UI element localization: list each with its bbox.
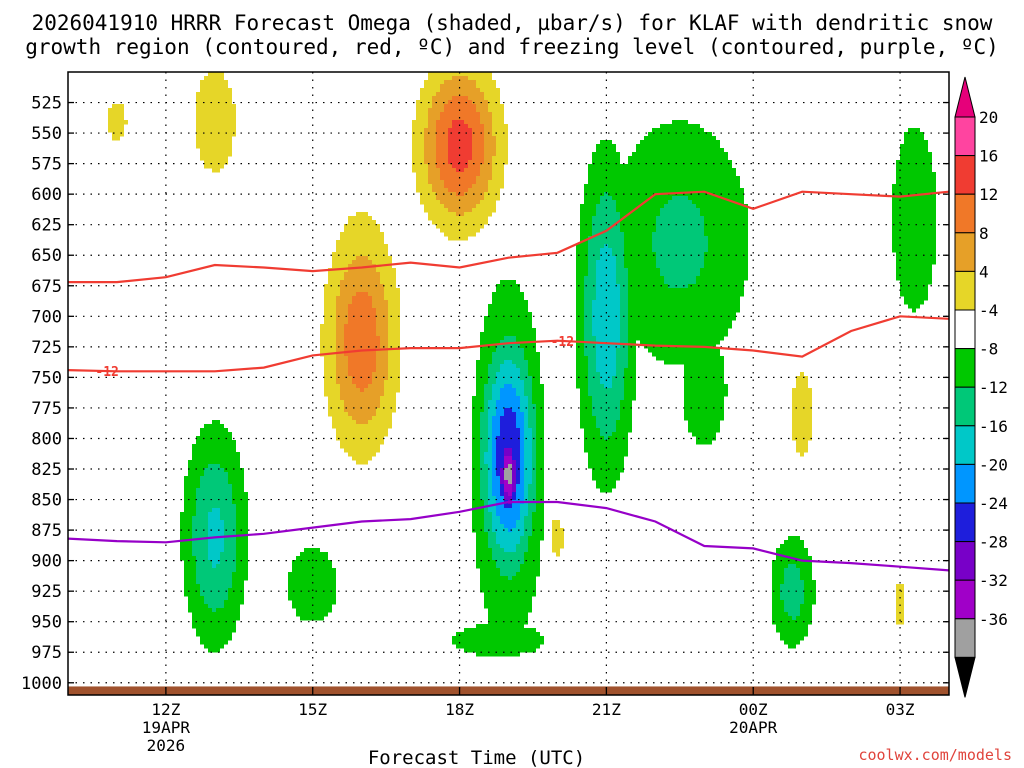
x-tick-label-00Z: 00Z <box>739 700 768 719</box>
chart-title-line-1: 2026041910 HRRR Forecast Omega (shaded, … <box>31 11 993 35</box>
x-tick-label-12Z: 12Z <box>151 700 180 719</box>
contour-line-2 <box>68 500 949 572</box>
colorbar-bin-2 <box>954 193 976 234</box>
plot-frame <box>67 71 950 696</box>
omega-shading <box>108 72 936 657</box>
colorbar-label-9: -20 <box>979 455 1008 474</box>
y-tick-label-900: 900 <box>31 552 62 572</box>
colorbar-label-5: -4 <box>979 301 998 320</box>
colorbar-label-8: -16 <box>979 417 1008 436</box>
colorbar-bin-11 <box>954 541 976 581</box>
colorbar-label-13: -36 <box>979 610 1008 629</box>
y-tick-label-725: 725 <box>31 338 62 358</box>
y-tick-label-925: 925 <box>31 582 62 602</box>
x-tick-label-21Z: 21Z <box>592 700 621 719</box>
y-tick-label-825: 825 <box>31 460 62 480</box>
y-tick-label-550: 550 <box>31 124 62 144</box>
colorbar-bin-0 <box>954 116 976 157</box>
contour-line-0 <box>68 190 949 284</box>
y-tick-label-650: 650 <box>31 246 62 266</box>
colorbar-label-6: -8 <box>979 340 998 359</box>
colorbar-bin-13 <box>954 618 976 658</box>
y-tick-label-975: 975 <box>31 643 62 663</box>
colorbar-bin-7 <box>954 386 976 427</box>
contour-line-1 <box>68 315 949 373</box>
y-tick-label-700: 700 <box>31 307 62 327</box>
credit-text: coolwx.com/models <box>858 746 1012 764</box>
colorbar-label-3: 8 <box>979 224 989 243</box>
y-tick-label-625: 625 <box>31 216 62 236</box>
chart-title-line-2: growth region (contoured, red, ºC) and f… <box>25 35 999 59</box>
colorbar-bin-8 <box>954 425 976 465</box>
y-tick-label-750: 750 <box>31 368 62 388</box>
colorbar-label-2: 12 <box>979 185 998 204</box>
y-tick-label-1000: 1000 <box>21 674 62 694</box>
colorbar-top-arrow <box>954 76 976 118</box>
colorbar-bin-6 <box>954 348 976 388</box>
x-tick-label-15Z: 15Z <box>298 700 327 719</box>
plot-area: -12 -12 <box>68 72 949 695</box>
colorbar-bin-3 <box>954 232 976 272</box>
y-tick-label-950: 950 <box>31 613 62 633</box>
colorbar-bin-12 <box>954 579 976 620</box>
y-tick-label-525: 525 <box>31 94 62 114</box>
colorbar-label-1: 16 <box>979 147 998 166</box>
x-tick-date-00Z: 20APR <box>729 718 778 737</box>
colorbar-bin-1 <box>954 155 976 195</box>
axes: 525 550 575 600 625 650 675 700 725 750 775 800 825 8… <box>21 71 950 768</box>
contour-label-1-1: -12 <box>551 335 574 350</box>
colorbar-label-4: 4 <box>979 262 989 281</box>
colorbar-label-12: -32 <box>979 571 1008 590</box>
ground-strip <box>68 686 949 695</box>
y-tick-label-600: 600 <box>31 185 62 205</box>
colorbar: 20 16 12 8 4 -4 -8 -12 -16 -20 -24 -28 -32 -36 <box>954 76 1008 698</box>
colorbar-label-10: -24 <box>979 494 1008 513</box>
colorbar-bin-5 <box>954 309 976 350</box>
x-tick-year-12Z: 2026 <box>147 736 186 755</box>
colorbar-label-11: -28 <box>979 533 1008 552</box>
colorbar-bin-9 <box>954 463 976 504</box>
x-axis-label: Forecast Time (UTC) <box>368 747 585 768</box>
contour-label-1-0: -12 <box>95 365 118 380</box>
y-tick-label-775: 775 <box>31 399 62 419</box>
colorbar-bin-4 <box>954 270 976 311</box>
x-tick-date-12Z: 19APR <box>142 718 191 737</box>
colorbar-bottom-arrow <box>954 656 976 698</box>
y-tick-label-575: 575 <box>31 155 62 175</box>
y-tick-label-800: 800 <box>31 429 62 449</box>
x-tick-label-18Z: 18Z <box>445 700 474 719</box>
y-tick-label-850: 850 <box>31 491 62 511</box>
y-tick-label-675: 675 <box>31 277 62 297</box>
y-tick-label-875: 875 <box>31 521 62 541</box>
colorbar-bin-10 <box>954 502 976 543</box>
x-tick-label-03Z: 03Z <box>886 700 915 719</box>
colorbar-label-7: -12 <box>979 378 1008 397</box>
colorbar-label-0: 20 <box>979 108 998 127</box>
